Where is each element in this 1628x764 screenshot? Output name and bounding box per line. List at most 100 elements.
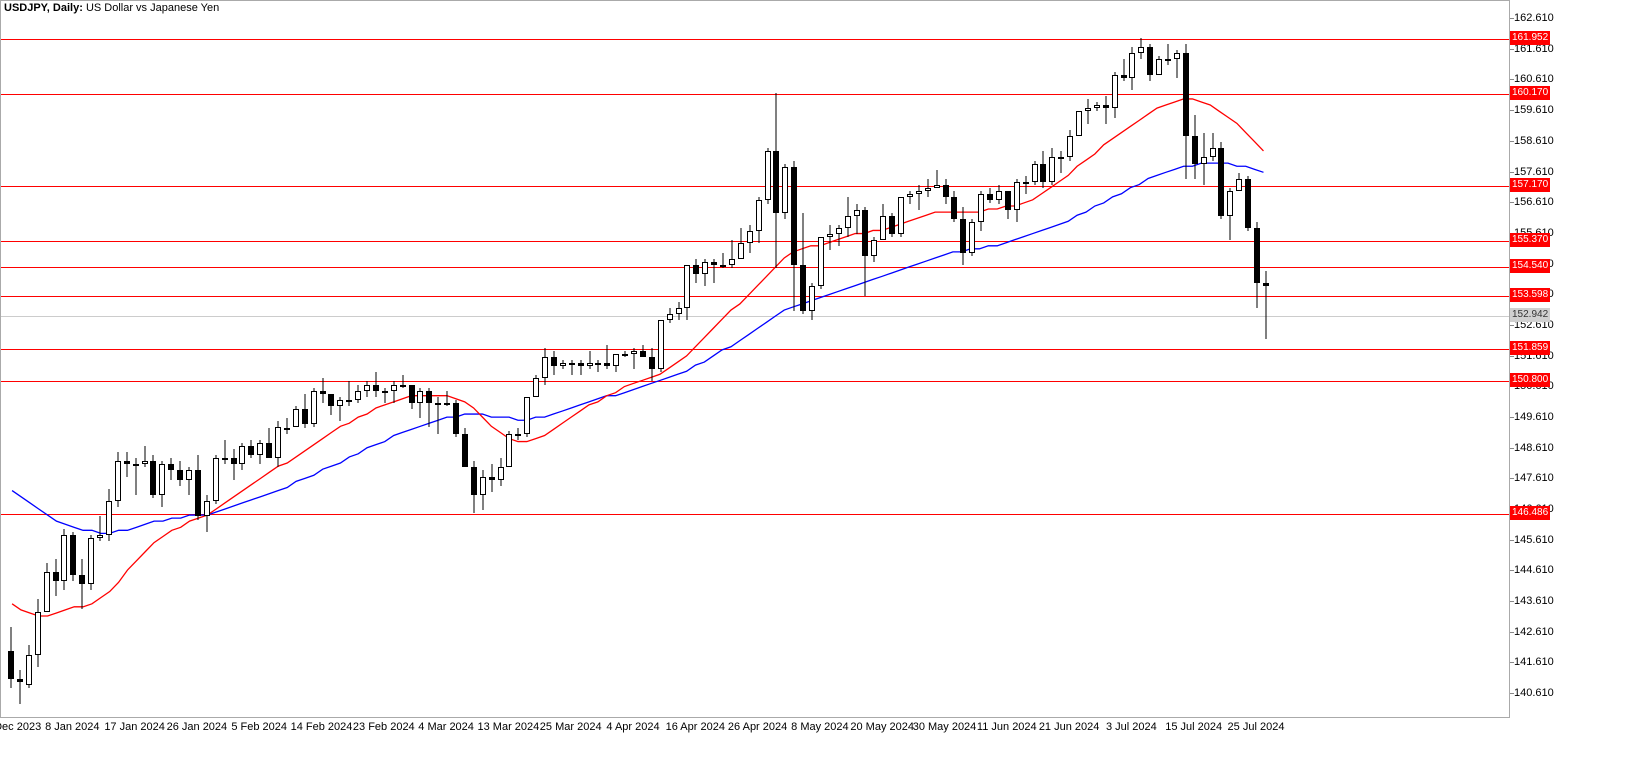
candle[interactable]: [79, 559, 85, 608]
candle[interactable]: [613, 354, 619, 372]
candle[interactable]: [133, 458, 139, 495]
candle[interactable]: [631, 348, 637, 369]
candle[interactable]: [115, 452, 121, 507]
candle[interactable]: [337, 397, 343, 422]
candle[interactable]: [70, 532, 76, 581]
candle[interactable]: [515, 428, 521, 440]
candle[interactable]: [142, 446, 148, 467]
candle[interactable]: [791, 161, 797, 311]
candle[interactable]: [26, 645, 32, 688]
candle[interactable]: [391, 381, 397, 402]
candle[interactable]: [951, 191, 957, 222]
horizontal-level-line[interactable]: [1, 39, 1509, 40]
candle[interactable]: [1192, 115, 1198, 179]
candle[interactable]: [622, 351, 628, 357]
candle[interactable]: [907, 191, 913, 203]
candle[interactable]: [880, 204, 886, 241]
candle[interactable]: [177, 461, 183, 486]
candle[interactable]: [1156, 56, 1162, 74]
price-chart[interactable]: USDJPY, Daily: US Dollar vs Japanese Yen: [0, 0, 1510, 718]
candle[interactable]: [1210, 133, 1216, 161]
candle[interactable]: [845, 197, 851, 237]
candle[interactable]: [204, 495, 210, 532]
candle[interactable]: [595, 360, 601, 372]
candle[interactable]: [257, 440, 263, 465]
candle[interactable]: [1103, 96, 1109, 124]
horizontal-level-line[interactable]: [1, 186, 1509, 187]
candle[interactable]: [409, 385, 415, 410]
candle[interactable]: [738, 228, 744, 259]
candle[interactable]: [978, 191, 984, 231]
horizontal-level-line[interactable]: [1, 296, 1509, 297]
candle[interactable]: [1112, 72, 1118, 118]
candle[interactable]: [756, 197, 762, 243]
candle[interactable]: [293, 406, 299, 427]
candle[interactable]: [453, 400, 459, 437]
candle[interactable]: [827, 225, 833, 250]
candle[interactable]: [578, 360, 584, 375]
candle[interactable]: [382, 388, 388, 403]
candle[interactable]: [195, 455, 201, 519]
candle[interactable]: [747, 225, 753, 253]
candle[interactable]: [934, 170, 940, 188]
candle[interactable]: [711, 259, 717, 284]
candle[interactable]: [159, 461, 165, 507]
candle[interactable]: [88, 535, 94, 590]
candle[interactable]: [1005, 191, 1011, 219]
candle[interactable]: [1094, 102, 1100, 111]
candle[interactable]: [800, 213, 806, 314]
candle[interactable]: [542, 348, 548, 385]
candle[interactable]: [782, 164, 788, 219]
candle[interactable]: [533, 375, 539, 396]
candle[interactable]: [773, 93, 779, 268]
candle[interactable]: [328, 394, 334, 415]
candle[interactable]: [809, 283, 815, 320]
candle[interactable]: [53, 559, 59, 596]
candle[interactable]: [1147, 44, 1153, 81]
candle[interactable]: [124, 452, 130, 477]
horizontal-level-line[interactable]: [1, 267, 1509, 268]
candle[interactable]: [186, 467, 192, 495]
candle[interactable]: [996, 185, 1002, 203]
candle[interactable]: [222, 440, 228, 465]
candle[interactable]: [1218, 142, 1224, 219]
candle[interactable]: [684, 265, 690, 320]
candle[interactable]: [604, 345, 610, 370]
candle[interactable]: [916, 185, 922, 210]
candle[interactable]: [106, 489, 112, 541]
candle[interactable]: [1254, 222, 1260, 308]
candle[interactable]: [1067, 130, 1073, 161]
candle[interactable]: [925, 179, 931, 197]
candle[interactable]: [150, 455, 156, 498]
candle[interactable]: [1058, 151, 1064, 172]
candle[interactable]: [346, 381, 352, 406]
candle[interactable]: [969, 219, 975, 256]
candle[interactable]: [587, 351, 593, 369]
candle[interactable]: [302, 394, 308, 428]
candle[interactable]: [444, 391, 450, 406]
candle[interactable]: [943, 179, 949, 204]
candle[interactable]: [1076, 111, 1082, 136]
candle[interactable]: [1129, 47, 1135, 90]
candle[interactable]: [658, 320, 664, 372]
candle[interactable]: [417, 388, 423, 419]
horizontal-level-line[interactable]: [1, 316, 1509, 317]
horizontal-level-line[interactable]: [1, 349, 1509, 350]
candle[interactable]: [44, 563, 50, 612]
candle[interactable]: [871, 237, 877, 262]
candle[interactable]: [17, 670, 23, 704]
candle[interactable]: [248, 440, 254, 458]
candle[interactable]: [1245, 176, 1251, 231]
candle[interactable]: [1023, 176, 1029, 194]
candle[interactable]: [35, 599, 41, 667]
candle[interactable]: [480, 470, 486, 510]
candle[interactable]: [435, 397, 441, 434]
candle[interactable]: [1032, 161, 1038, 186]
candle[interactable]: [1049, 148, 1055, 185]
candle[interactable]: [266, 428, 272, 459]
candle[interactable]: [8, 627, 14, 688]
candle[interactable]: [640, 345, 646, 357]
horizontal-level-line[interactable]: [1, 514, 1509, 515]
candle[interactable]: [720, 253, 726, 268]
candle[interactable]: [693, 259, 699, 284]
